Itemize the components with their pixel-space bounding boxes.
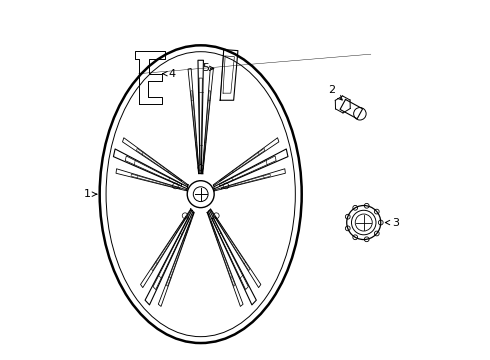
Text: 1: 1 [84, 189, 97, 199]
Text: 4: 4 [163, 69, 176, 79]
Text: 5: 5 [202, 63, 214, 73]
Text: 3: 3 [385, 217, 399, 228]
Text: 2: 2 [328, 85, 342, 100]
